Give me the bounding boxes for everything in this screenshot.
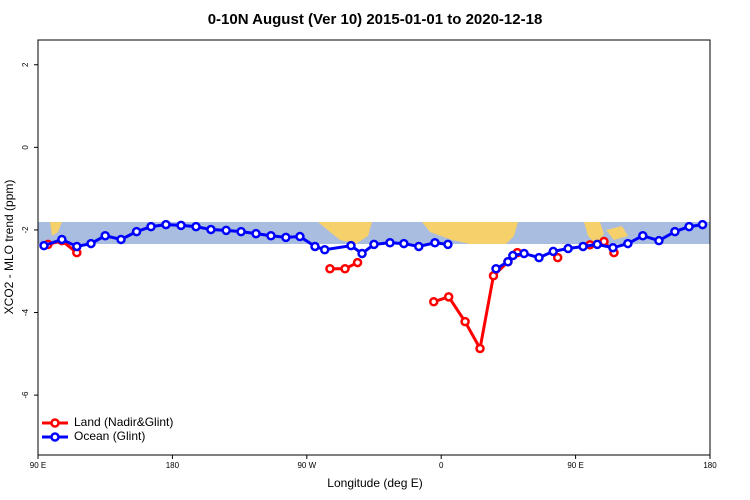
data-point	[563, 243, 573, 254]
data-point	[86, 238, 96, 249]
data-point	[623, 238, 633, 249]
data-point	[357, 248, 367, 259]
y-tick-label: -4	[21, 308, 30, 316]
data-point	[508, 250, 518, 261]
data-point	[161, 219, 171, 230]
data-point	[430, 238, 440, 248]
data-point	[443, 292, 454, 302]
data-point	[310, 241, 320, 252]
data-point	[221, 225, 231, 236]
data-point	[57, 234, 67, 245]
data-point	[281, 232, 291, 243]
data-point	[72, 241, 82, 252]
y-tick-label: -6	[21, 391, 30, 399]
series-line	[43, 223, 449, 256]
data-point	[670, 226, 680, 237]
data-point	[325, 264, 335, 274]
x-tick-label: 0	[439, 461, 444, 470]
data-point	[460, 316, 470, 327]
data-point	[266, 230, 276, 241]
data-point	[100, 230, 110, 241]
data-point	[548, 246, 558, 257]
y-tick-label: 2	[21, 62, 30, 67]
data-point	[428, 297, 439, 307]
data-point	[654, 235, 664, 246]
x-tick-label: 90 E	[30, 461, 46, 470]
legend-marker	[50, 432, 60, 442]
data-point	[319, 245, 330, 255]
data-point	[369, 239, 379, 250]
plot-frame	[37, 39, 711, 456]
x-tick-label: 90 W	[297, 461, 316, 470]
legend-label: Land (Nadir&Glint)	[74, 415, 173, 429]
data-point	[638, 230, 648, 241]
x-tick-label: 180	[166, 461, 180, 470]
y-tick-label: 0	[21, 145, 30, 150]
data-point	[443, 239, 453, 250]
data-point	[39, 240, 49, 251]
data-point	[578, 241, 588, 252]
data-point	[191, 221, 201, 232]
data-point	[552, 252, 563, 263]
data-point	[236, 226, 246, 237]
data-point	[385, 238, 395, 248]
data-point	[295, 231, 305, 242]
data-point	[491, 264, 501, 274]
data-point	[251, 228, 261, 239]
y-axis-label: XCO2 - MLO trend (ppm)	[2, 180, 16, 315]
data-point	[131, 226, 142, 237]
data-point	[346, 240, 356, 251]
data-point	[176, 220, 186, 231]
x-tick-label: 90 E	[567, 461, 583, 470]
legend-label: Ocean (Glint)	[74, 429, 145, 443]
legend-marker	[50, 418, 60, 428]
data-point	[684, 221, 694, 232]
data-point	[340, 264, 350, 274]
data-point	[399, 238, 409, 249]
y-tick-label: -2	[21, 226, 30, 234]
data-point	[206, 224, 216, 235]
chart-title: 0-10N August (Ver 10) 2015-01-01 to 2020…	[208, 11, 543, 28]
data-point	[475, 343, 485, 354]
data-point	[146, 221, 156, 232]
data-point	[608, 242, 618, 253]
x-tick-label: 180	[703, 461, 717, 470]
data-point	[352, 257, 363, 268]
data-point	[503, 256, 513, 267]
data-point	[592, 239, 603, 250]
series-line	[495, 223, 703, 271]
data-point	[519, 248, 529, 259]
data-point	[414, 241, 424, 252]
data-point	[534, 252, 544, 263]
data-point	[116, 234, 126, 245]
data-point	[697, 219, 708, 230]
x-axis-label: Longitude (deg E)	[327, 476, 422, 490]
